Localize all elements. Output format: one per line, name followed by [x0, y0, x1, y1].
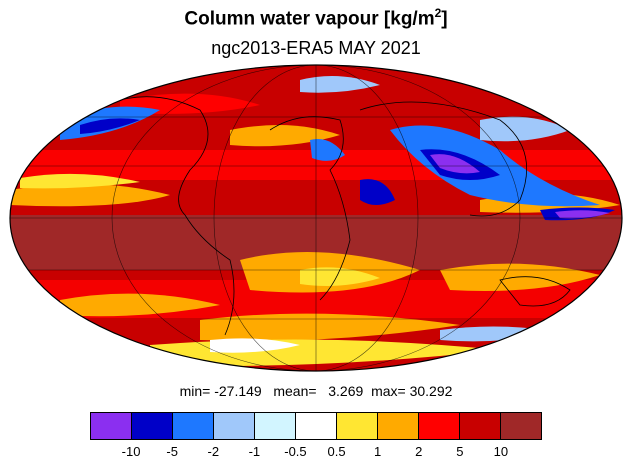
chart-subtitle: ngc2013-ERA5 MAY 2021: [211, 38, 421, 58]
map-patch: [120, 93, 260, 114]
colorbar-tick-label: -0.5: [284, 444, 307, 459]
map-patch: [480, 116, 570, 142]
map-patch: [210, 338, 300, 353]
mean-value: 3.269: [328, 383, 364, 399]
colorbar-tick-label: -5: [166, 444, 178, 459]
colorbar-swatch: [296, 413, 337, 439]
colorbar-tick-label: -2: [207, 444, 220, 459]
colorbar-tick-label: -1: [248, 444, 261, 459]
colorbar-ticks: -10 -5 -2 -1 -0.5 0.5 1 2 5 10: [0, 444, 632, 464]
colorbar-tick-label: 1: [374, 444, 382, 459]
map-patch: [60, 293, 220, 317]
colorbar-swatch: [337, 413, 378, 439]
graticule: [10, 65, 622, 371]
colorbar-tick-label: -10: [121, 444, 141, 459]
colorbar-tick-label: 5: [456, 444, 464, 459]
map-outline: [9, 64, 623, 372]
colorbar-swatch: [501, 413, 541, 439]
colorbar-swatch: [173, 413, 214, 439]
map-patch: [440, 326, 560, 342]
colorbar-tick-label: 0.5: [327, 444, 346, 459]
statistics-line: min= -27.149 mean= 3.269 max= 30.292: [0, 383, 632, 399]
colorbar-tick-label: 10: [493, 444, 509, 459]
colorbar-tick-label: 2: [415, 444, 423, 459]
min-label: min=: [179, 383, 211, 399]
map-patch: [360, 179, 395, 205]
map-patch: [20, 173, 140, 189]
colorbar-swatch: [419, 413, 460, 439]
colorbar-swatch: [255, 413, 296, 439]
map-patch: [200, 313, 460, 341]
colorbar-swatch: [132, 413, 173, 439]
min-value: -27.149: [214, 383, 262, 399]
map-patch: [10, 183, 170, 207]
max-label: max=: [371, 383, 406, 399]
map-patch: [430, 154, 480, 174]
mean-label: mean=: [273, 383, 317, 399]
map-patch: [555, 210, 610, 219]
map-patch: [300, 267, 380, 286]
coastlines: [119, 96, 571, 336]
colorbar: [90, 412, 542, 440]
max-value: 30.292: [409, 383, 453, 399]
map-patch: [310, 139, 345, 161]
colorbar-swatch: [214, 413, 255, 439]
colorbar-swatch: [91, 413, 132, 439]
colorbar-swatch: [378, 413, 419, 439]
chart-title: Column water vapour [kg/m2]: [184, 6, 448, 30]
map-patch: [80, 118, 140, 134]
colorbar-swatch: [460, 413, 501, 439]
